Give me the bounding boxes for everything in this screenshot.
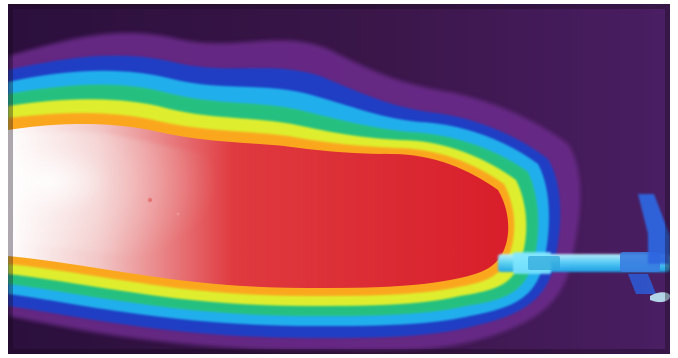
thermal-image xyxy=(8,4,670,354)
hot-spot xyxy=(176,212,180,216)
barrel-object xyxy=(498,194,670,303)
thermal-plume-svg xyxy=(8,4,670,354)
white-hot-region xyxy=(8,131,234,257)
hot-spot xyxy=(147,197,153,203)
